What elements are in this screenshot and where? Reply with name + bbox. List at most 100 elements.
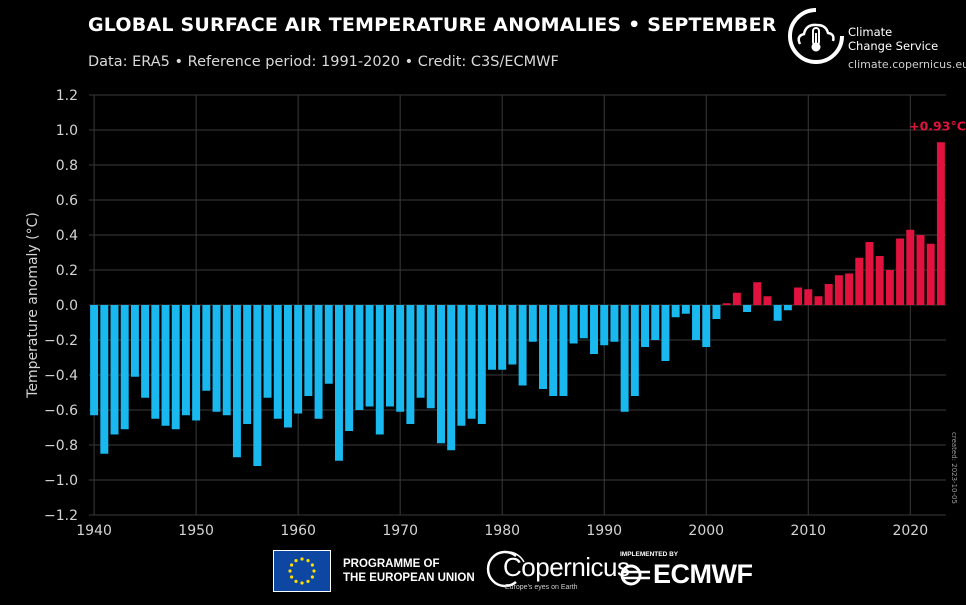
brand-name: Climate Change Service (848, 25, 938, 53)
x-tick-label: 1950 (178, 523, 214, 539)
brand-name-line2: Change Service (848, 39, 939, 53)
data-bar (334, 305, 343, 461)
eu-line1: PROGRAMME OF (343, 558, 440, 570)
data-bar (865, 242, 874, 305)
data-bar (120, 305, 129, 430)
data-bar (294, 305, 303, 414)
data-bar (488, 305, 496, 370)
data-bar (569, 305, 578, 344)
data-bar (641, 305, 650, 347)
brand-name-line1: Climate (848, 25, 893, 39)
y-tick-label: −0.6 (44, 403, 78, 419)
data-bar (365, 305, 374, 407)
eu-programme-text: PROGRAMME OF THE EUROPEAN UNION (343, 557, 475, 585)
data-bar (620, 305, 629, 412)
data-bar (253, 305, 262, 466)
data-bar (834, 275, 843, 305)
data-bar (845, 273, 854, 305)
y-tick-label: 0.2 (56, 263, 78, 279)
data-bar (243, 305, 252, 424)
annotation-label: +0.93°C (909, 118, 966, 133)
data-bar (794, 287, 803, 305)
data-bar (467, 305, 476, 419)
data-bar (518, 305, 527, 386)
y-tick-label: −0.8 (44, 438, 78, 454)
data-bar (202, 305, 211, 391)
data-bar (906, 229, 915, 305)
brand-url[interactable]: climate.copernicus.eu (848, 58, 966, 71)
data-bar (375, 305, 384, 435)
y-tick-label: 0.6 (56, 193, 78, 209)
y-tick-label: 1.2 (56, 88, 78, 104)
data-bar (732, 292, 741, 305)
x-tick-label: 1970 (382, 523, 418, 539)
y-tick-label: −0.2 (44, 333, 78, 349)
y-tick-label: 1.0 (56, 123, 78, 139)
implemented-by-label: IMPLEMENTED BY (620, 551, 679, 558)
data-bar (385, 305, 394, 407)
climate-change-service-logo[interactable]: Climate Change Service climate.copernicu… (786, 6, 966, 76)
data-bar (100, 305, 109, 454)
data-bar (936, 142, 945, 305)
data-bar (804, 289, 813, 305)
data-bar (549, 305, 558, 396)
data-bar (824, 284, 833, 305)
data-bar (681, 305, 690, 314)
eu-stars-icon (288, 557, 316, 585)
y-axis-label: Temperature anomaly (°C) (25, 212, 41, 399)
data-bar (447, 305, 456, 451)
data-bar (590, 305, 598, 354)
data-bar (896, 238, 905, 305)
data-bar (151, 305, 160, 419)
data-bar (630, 305, 639, 396)
eu-line2: THE EUROPEAN UNION (343, 572, 475, 584)
data-bar (304, 305, 313, 396)
data-bar (416, 305, 425, 398)
data-bar (457, 305, 466, 426)
data-bar (406, 305, 415, 424)
data-bar (141, 305, 150, 398)
data-bar (171, 305, 180, 430)
data-bar (651, 305, 660, 340)
copernicus-tagline: Europe's eyes on Earth (505, 584, 578, 591)
data-bar (283, 305, 292, 428)
data-bar (426, 305, 435, 409)
data-bar (559, 305, 568, 396)
data-bar (916, 235, 925, 305)
data-bar (345, 305, 354, 431)
data-bar (263, 305, 272, 398)
x-tick-label: 2000 (688, 523, 724, 539)
data-bar (161, 305, 170, 426)
data-bar (130, 305, 139, 377)
y-tick-label: −1.2 (44, 508, 78, 524)
data-bar (692, 305, 701, 340)
data-bar (222, 305, 231, 416)
data-bar (477, 305, 486, 424)
data-bar (273, 305, 282, 419)
data-bar (722, 303, 731, 305)
data-bar (324, 305, 333, 384)
data-bar (579, 305, 588, 339)
data-bar (702, 305, 711, 347)
data-bar (753, 282, 762, 305)
created-date-text: created: 2023-10-05 (950, 432, 958, 504)
y-tick-label: 0.8 (56, 158, 78, 174)
x-tick-label: 2010 (790, 523, 826, 539)
data-bar (763, 296, 772, 305)
data-bar (110, 305, 119, 435)
data-bar (671, 305, 680, 318)
copernicus-orbit-icon (486, 550, 525, 588)
data-bar (212, 305, 221, 412)
data-bar (498, 305, 507, 370)
data-bar (90, 305, 99, 416)
data-bar (396, 305, 405, 412)
data-bar (814, 296, 823, 305)
data-bar (661, 305, 670, 361)
data-bar (610, 305, 619, 342)
x-tick-label: 1980 (484, 523, 520, 539)
data-bar (437, 305, 445, 444)
data-bar (355, 305, 364, 410)
y-tick-label: 0.4 (56, 228, 78, 244)
data-bar (192, 305, 201, 421)
